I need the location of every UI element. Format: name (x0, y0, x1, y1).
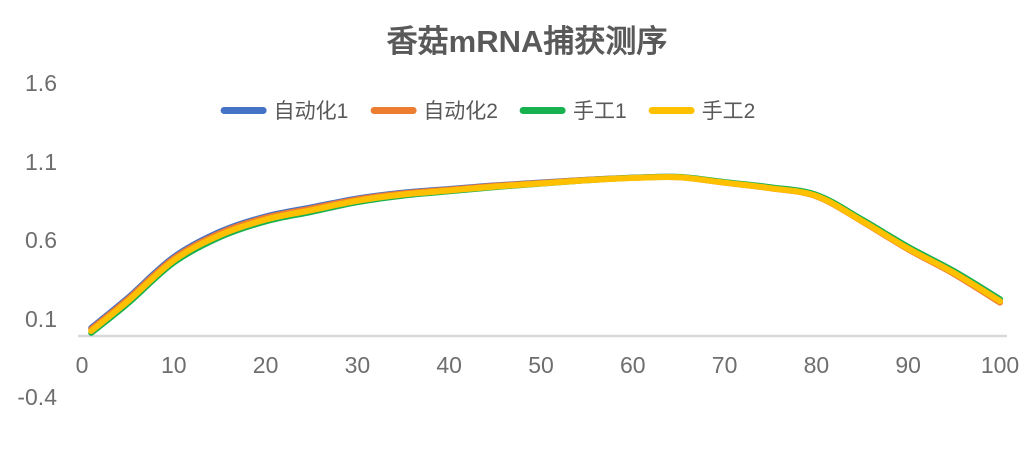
legend-swatch-icon (520, 106, 566, 114)
legend-label: 自动化2 (423, 100, 498, 123)
x-tick-label: 60 (620, 352, 646, 378)
legend-label: 自动化1 (273, 100, 349, 123)
legend-item-2: 自动化2 (370, 95, 498, 125)
x-tick-label: 0 (75, 352, 89, 378)
legend: 自动化1 自动化2 手工1 手工2 (220, 95, 756, 125)
x-tick-label: 30 (344, 352, 371, 378)
x-tick-label: 70 (711, 352, 738, 378)
legend-label: 手工1 (573, 100, 627, 123)
x-tick-label: 100 (980, 352, 1020, 378)
legend-item-3: 手工1 (520, 95, 627, 125)
y-tick-label: 1.6 (25, 70, 57, 96)
x-tick-label: 90 (895, 352, 921, 378)
legend-swatch-icon (648, 106, 695, 114)
x-tick-label: 80 (803, 352, 830, 378)
series-line-2 (88, 173, 1003, 333)
legend-item-1: 自动化1 (220, 95, 349, 125)
series-line-4 (88, 173, 1003, 335)
series-line-1 (88, 173, 1003, 331)
legend-item-4: 手工2 (648, 95, 756, 125)
y-tick-label: 0.1 (25, 305, 57, 332)
y-tick-label: 1.1 (25, 148, 57, 175)
series-line-3 (88, 173, 1003, 336)
legend-swatch-icon (370, 106, 417, 114)
x-tick-label: 40 (436, 352, 462, 378)
y-tick-label: -0.4 (17, 384, 57, 410)
legend-label: 手工2 (701, 100, 756, 123)
y-tick-label: 0.6 (25, 227, 57, 253)
legend-swatch-icon (220, 106, 267, 114)
x-tick-label: 50 (528, 352, 554, 378)
x-tick-label: 10 (161, 352, 187, 378)
chart-title: 香菇mRNA捕获测序 (386, 24, 668, 59)
x-tick-label: 20 (252, 352, 279, 378)
